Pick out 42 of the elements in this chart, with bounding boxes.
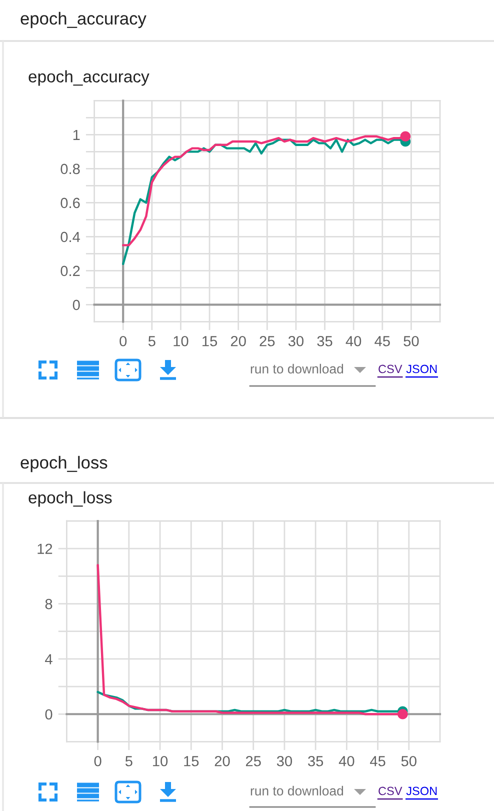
x-tick-label: 25 xyxy=(246,756,261,766)
x-tick-label: 15 xyxy=(202,336,218,346)
y-tick-label: 0.6 xyxy=(60,198,80,208)
x-tick-label: 30 xyxy=(276,756,292,766)
x-tick-label: 0 xyxy=(120,336,127,346)
x-tick-label: 35 xyxy=(317,336,332,346)
x-tick-label: 10 xyxy=(153,756,168,766)
y-tick-label: 1 xyxy=(73,130,80,140)
x-tick-label: 30 xyxy=(288,336,304,346)
text: JSON xyxy=(406,786,437,796)
text: JSON xyxy=(406,364,437,374)
x-tick-label: 15 xyxy=(184,756,199,766)
x-tick-label: 25 xyxy=(260,336,275,346)
y-tick-label: 0.2 xyxy=(60,266,80,276)
text: CSV xyxy=(378,786,402,796)
x-tick-label: 5 xyxy=(125,756,132,766)
x-tick-label: 40 xyxy=(338,756,354,766)
x-tick-label: 5 xyxy=(148,336,156,346)
x-tick-label: 50 xyxy=(404,336,419,346)
text: run to download xyxy=(250,786,344,796)
chart-title: epoch_accuracy xyxy=(20,12,146,28)
y-tick-label: 0.4 xyxy=(60,232,80,242)
y-tick-label: 8 xyxy=(45,598,52,610)
y-tick-label: 0 xyxy=(72,300,80,310)
chart-subtitle: epoch_accuracy xyxy=(28,70,150,86)
x-tick-label: 0 xyxy=(94,756,102,766)
y-tick-label: 0.8 xyxy=(60,164,80,174)
text: run to download xyxy=(250,364,344,374)
chart-subtitle: epoch_loss xyxy=(28,491,112,507)
x-tick-label: 50 xyxy=(401,756,416,766)
x-tick-label: 40 xyxy=(346,336,362,346)
x-tick-label: 35 xyxy=(308,756,324,766)
x-tick-label: 45 xyxy=(370,756,386,766)
x-tick-label: 20 xyxy=(230,336,246,346)
x-tick-label: 20 xyxy=(214,756,230,766)
y-tick-label: 4 xyxy=(45,654,52,664)
y-tick-label: 0 xyxy=(45,709,52,720)
chart-title: epoch_loss xyxy=(20,456,108,472)
x-tick-label: 45 xyxy=(374,336,390,346)
x-tick-label: 10 xyxy=(174,336,188,346)
y-tick-label: 12 xyxy=(38,544,52,554)
text: CSV xyxy=(378,364,402,374)
